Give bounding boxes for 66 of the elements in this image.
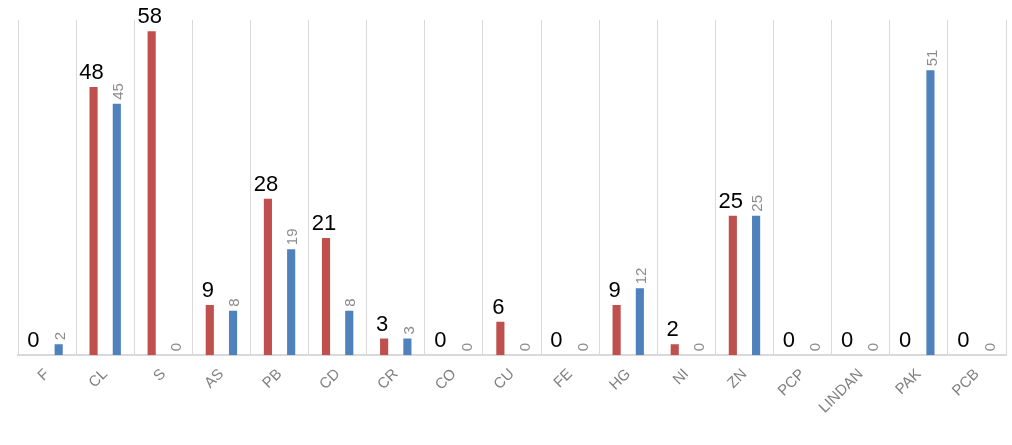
data-label: 0 xyxy=(957,327,970,353)
data-label: 45 xyxy=(108,83,126,100)
x-tick-label: CD xyxy=(315,364,343,393)
data-label: 0 xyxy=(27,327,40,353)
bar xyxy=(321,237,331,356)
data-label: 9 xyxy=(201,277,214,303)
data-label: 3 xyxy=(376,310,389,336)
data-label: 0 xyxy=(573,343,591,352)
data-label: 6 xyxy=(492,293,505,319)
data-label: 0 xyxy=(690,343,708,352)
bar xyxy=(205,305,214,356)
x-tick-label: NI xyxy=(668,364,692,388)
data-label: 0 xyxy=(457,343,475,352)
bar xyxy=(635,288,644,356)
data-label: 2 xyxy=(666,316,679,342)
data-label: 3 xyxy=(399,326,417,335)
x-tick-label: HG xyxy=(605,364,634,393)
x-tick-label: S xyxy=(149,364,169,384)
x-tick-label: AS xyxy=(200,364,227,391)
bar xyxy=(728,215,737,356)
data-label: 8 xyxy=(341,298,359,307)
bar xyxy=(112,103,121,356)
bar xyxy=(89,87,98,356)
bar xyxy=(287,249,296,356)
bar xyxy=(345,310,354,356)
bar xyxy=(263,198,272,356)
data-label: 19 xyxy=(283,228,301,246)
data-label: 21 xyxy=(311,210,337,236)
x-tick-label: CL xyxy=(84,364,111,391)
x-tick-label: F xyxy=(33,364,53,384)
x-tick-label: ZN xyxy=(723,364,750,391)
bar xyxy=(752,215,761,356)
x-tick-label: FE xyxy=(549,364,576,391)
data-label: 0 xyxy=(806,343,824,352)
bar xyxy=(147,31,156,356)
bar xyxy=(380,338,389,356)
bar xyxy=(403,338,412,356)
data-label: 0 xyxy=(515,343,533,352)
data-label: 0 xyxy=(980,343,998,352)
data-label: 51 xyxy=(922,49,940,67)
x-tick-label: PB xyxy=(258,364,285,391)
data-label: 0 xyxy=(167,343,185,352)
data-label: 8 xyxy=(225,298,243,307)
bar xyxy=(612,305,621,356)
bar xyxy=(496,321,505,356)
data-label: 0 xyxy=(782,327,796,353)
data-label: 0 xyxy=(550,327,563,353)
x-tick-label: CR xyxy=(373,364,401,393)
bar xyxy=(926,70,935,356)
data-label: 0 xyxy=(864,343,882,352)
data-label: 9 xyxy=(608,277,621,303)
bar xyxy=(670,344,679,356)
data-label: 25 xyxy=(748,194,766,212)
data-label: 0 xyxy=(434,327,447,353)
bar xyxy=(228,310,238,356)
data-label: 12 xyxy=(632,267,649,285)
data-label: 28 xyxy=(253,170,279,196)
data-label: 58 xyxy=(137,3,162,29)
bar xyxy=(54,344,63,356)
x-tick-label: CO xyxy=(431,364,459,393)
x-tick-label: CU xyxy=(489,364,518,393)
data-label: 0 xyxy=(899,327,912,353)
data-label: 48 xyxy=(79,59,104,85)
data-label: 0 xyxy=(840,327,854,353)
data-label: 25 xyxy=(718,187,744,213)
data-label: 2 xyxy=(50,331,68,341)
